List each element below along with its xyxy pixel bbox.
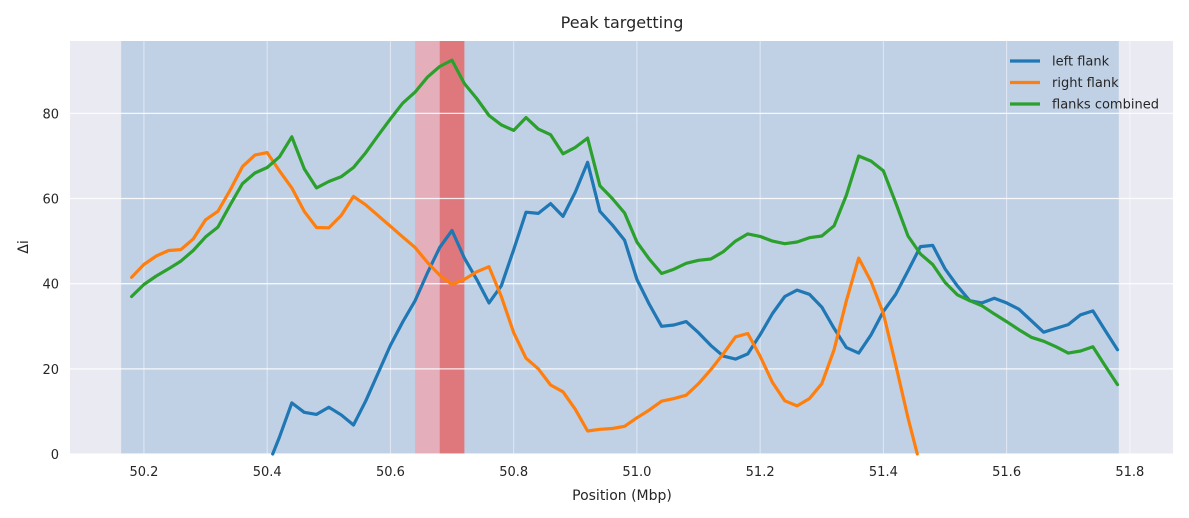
x-tick-label: 51.8 bbox=[1115, 465, 1144, 480]
y-axis-label: Δi bbox=[16, 240, 32, 253]
x-tick-label: 50.8 bbox=[499, 465, 528, 480]
legend-label: left flank bbox=[1052, 55, 1110, 70]
x-tick-label: 51.0 bbox=[622, 465, 651, 480]
x-axis-label: Position (Mbp) bbox=[572, 488, 672, 504]
series-lines bbox=[130, 58, 1120, 456]
series-line-right-flank bbox=[130, 151, 919, 456]
x-tick-labels: 50.2 50.4 50.6 50.8 51.0 51.2 51.4 51.6 51.8 bbox=[129, 465, 1144, 480]
y-tick-label: 0 bbox=[51, 448, 59, 463]
y-tick-label: 80 bbox=[42, 107, 59, 122]
grid-lines bbox=[70, 41, 1173, 455]
x-tick-label: 50.6 bbox=[376, 465, 405, 480]
chart-title: Peak targetting bbox=[561, 13, 684, 32]
y-tick-label: 20 bbox=[42, 363, 59, 378]
series-line-flanks-combined bbox=[130, 58, 1120, 387]
y-tick-label: 40 bbox=[42, 278, 59, 293]
legend: left flank right flank flanks combined bbox=[1010, 55, 1159, 113]
legend-label: flanks combined bbox=[1052, 98, 1159, 113]
x-tick-label: 50.4 bbox=[253, 465, 282, 480]
x-tick-label: 50.2 bbox=[129, 465, 158, 480]
y-tick-labels: 0 20 40 60 80 bbox=[42, 107, 59, 463]
shaded-regions bbox=[121, 41, 1119, 454]
x-tick-label: 51.2 bbox=[746, 465, 775, 480]
x-tick-label: 51.6 bbox=[992, 465, 1021, 480]
x-tick-label: 51.4 bbox=[869, 465, 898, 480]
legend-label: right flank bbox=[1052, 76, 1119, 91]
y-tick-label: 60 bbox=[42, 193, 59, 208]
shaded-region-0 bbox=[121, 41, 1119, 454]
